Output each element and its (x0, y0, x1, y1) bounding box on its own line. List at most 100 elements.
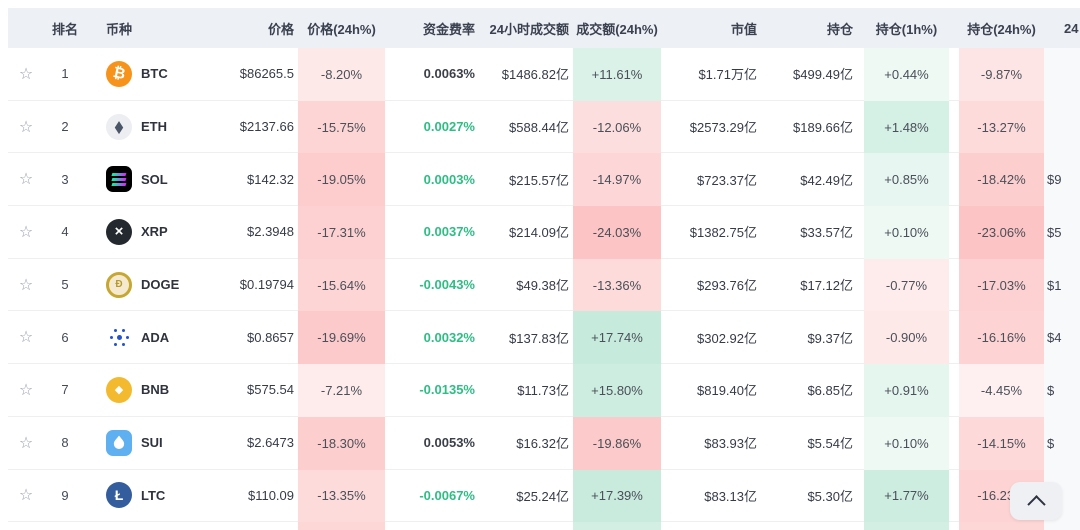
cell-coin[interactable]: Ł LTC (86, 470, 222, 523)
cell-oi_1h: +0.10% (864, 416, 949, 470)
favorite-star-button[interactable]: ☆ (8, 206, 44, 259)
column-header-oi_24h[interactable]: 持仓(24h%) (967, 21, 1036, 37)
coin-symbol: BTC (141, 66, 168, 82)
column-header-oi_1h[interactable]: 持仓(1h%) (875, 21, 938, 37)
column-header-oi[interactable]: 持仓 (826, 21, 853, 37)
column-header-rank[interactable]: 排名 (51, 21, 78, 37)
cell-coin[interactable]: ₿ BTC (86, 48, 222, 101)
favorite-star-button[interactable]: ☆ (8, 48, 44, 101)
star-icon: ☆ (18, 223, 34, 241)
partially-visible-next-row (8, 522, 1080, 530)
table-row[interactable]: ☆ 4 × XRP $2.3948 -17.31% 0.0037% $214.09亿 -24.0… (8, 206, 1080, 259)
table-row[interactable]: ☆ 8 SUI $2.6473 -18.30% 0.0053% $16.32亿 -19.86%… (8, 416, 1080, 470)
favorite-star-button[interactable]: ☆ (8, 470, 44, 523)
cell-oi_24h: -17.03% (959, 258, 1044, 312)
table-header: 排名 币种 价格 价格(24h%) 资金费率 24小时成交额 成交额(24h%) 市值 持仓 持仓… (8, 8, 1080, 48)
coin-symbol: XRP (141, 224, 168, 240)
sliver-cell (761, 522, 857, 530)
column-gap (949, 417, 959, 470)
sliver-cell (8, 522, 44, 530)
cell-coin[interactable]: Ð DOGE (86, 259, 222, 312)
column-header-volume[interactable]: 24小时成交额 (489, 21, 569, 37)
cell-vol_chg: -14.97% (573, 153, 661, 207)
cell-coin[interactable]: ◆ BNB (86, 364, 222, 417)
eth-coin-icon: ◆ (106, 113, 132, 140)
coin-symbol: LTC (141, 487, 166, 503)
cell-price_chg: -8.20% (298, 48, 385, 101)
column-header-coin[interactable]: 币种 (106, 21, 133, 37)
table-row[interactable]: ☆ 9 Ł LTC $110.09 -13.35% -0.0067% $25.24亿 +17.3… (8, 469, 1080, 523)
cell-coin[interactable]: SOL (86, 153, 222, 207)
cell-rank: 2 (44, 101, 86, 154)
favorite-star-button[interactable]: ☆ (8, 364, 44, 417)
favorite-star-button[interactable]: ☆ (8, 153, 44, 207)
cell-oi_1h: +0.91% (864, 364, 949, 417)
column-header-price[interactable]: 价格 (267, 21, 294, 37)
cell-volume: $137.83亿 (479, 311, 573, 365)
table-row[interactable]: ☆ 2 ◆ ETH $2137.66 -15.75% 0.0027% $588.44亿 -12.… (8, 100, 1080, 154)
cell-rank: 4 (44, 206, 86, 259)
sol-coin-icon (106, 166, 132, 193)
sliver-cell (661, 522, 761, 530)
cell-vol_chg: +11.61% (573, 48, 661, 101)
table-row[interactable]: ☆ 3 SOL $142.32 -19.05% 0.0003% $215.57亿 -14.97… (8, 153, 1080, 207)
cell-oi_1h: +0.10% (864, 206, 949, 259)
cell-volume: $25.24亿 (479, 470, 573, 523)
cell-next-clipped: $4 (1044, 311, 1080, 365)
column-gap (857, 153, 864, 207)
cell-funding: 0.0063% (385, 48, 479, 101)
column-gap (949, 153, 959, 207)
cell-coin[interactable]: SUI (86, 417, 222, 470)
cell-vol_chg: +17.39% (573, 469, 661, 523)
column-gap (857, 48, 864, 101)
cell-price: $110.09 (222, 470, 298, 523)
column-header-next[interactable]: 24 (1044, 20, 1080, 36)
column-gap (949, 48, 959, 101)
favorite-star-button[interactable]: ☆ (8, 101, 44, 154)
favorite-star-button[interactable]: ☆ (8, 417, 44, 470)
cell-rank: 1 (44, 48, 86, 101)
column-gap (949, 364, 959, 417)
column-header-price_chg[interactable]: 价格(24h%) (307, 21, 376, 37)
back-to-top-button[interactable] (1010, 482, 1062, 520)
cell-coin[interactable]: ◆ ETH (86, 101, 222, 154)
sliver-cell (857, 522, 864, 530)
cell-oi: $5.54亿 (761, 417, 857, 470)
favorite-star-button[interactable]: ☆ (8, 259, 44, 312)
cell-oi_1h: +1.48% (864, 100, 949, 154)
cell-price_chg: -13.35% (298, 469, 385, 523)
cell-volume: $16.32亿 (479, 417, 573, 470)
cell-oi: $42.49亿 (761, 153, 857, 207)
column-header-vol_chg[interactable]: 成交额(24h%) (576, 21, 658, 37)
cell-oi: $189.66亿 (761, 101, 857, 154)
cell-mcap: $819.40亿 (661, 364, 761, 417)
cell-coin[interactable]: ADA (86, 311, 222, 365)
sliver-cell (573, 522, 661, 530)
coin-symbol: SOL (141, 171, 168, 187)
cell-price_chg: -15.64% (298, 258, 385, 312)
coin-symbol: DOGE (141, 277, 180, 293)
table-row[interactable]: ☆ 7 ◆ BNB $575.54 -7.21% -0.0135% $11.73亿 +15.80… (8, 364, 1080, 417)
coin-symbol: SUI (141, 435, 163, 451)
cell-mcap: $1382.75亿 (661, 206, 761, 259)
sui-coin-icon (106, 429, 132, 456)
favorite-star-button[interactable]: ☆ (8, 311, 44, 365)
cell-coin[interactable]: × XRP (86, 206, 222, 259)
cell-next-clipped: $9 (1044, 153, 1080, 207)
table-row[interactable]: ☆ 5 Ð DOGE $0.19794 -15.64% -0.0043% $49.38亿 -13… (8, 258, 1080, 312)
sliver-cell (949, 522, 959, 530)
cell-oi: $6.85亿 (761, 364, 857, 417)
column-header-mcap[interactable]: 市值 (730, 21, 757, 37)
bnb-coin-icon: ◆ (106, 376, 132, 403)
cell-rank: 3 (44, 153, 86, 207)
cell-mcap: $2573.29亿 (661, 101, 761, 154)
table-row[interactable]: ☆ 6 ADA $0.8657 -19.69% 0.0032% $137.83亿 +17.74… (8, 311, 1080, 365)
table-row[interactable]: ☆ 1 ₿ BTC $86265.5 -8.20% 0.0063% $1486.82亿 +11.… (8, 48, 1080, 101)
cell-funding: -0.0067% (385, 470, 479, 523)
cell-mcap: $1.71万亿 (661, 48, 761, 101)
column-header-funding[interactable]: 资金费率 (422, 21, 475, 37)
cell-price: $575.54 (222, 364, 298, 417)
star-icon: ☆ (18, 118, 34, 136)
cell-rank: 8 (44, 417, 86, 470)
column-gap (949, 259, 959, 312)
